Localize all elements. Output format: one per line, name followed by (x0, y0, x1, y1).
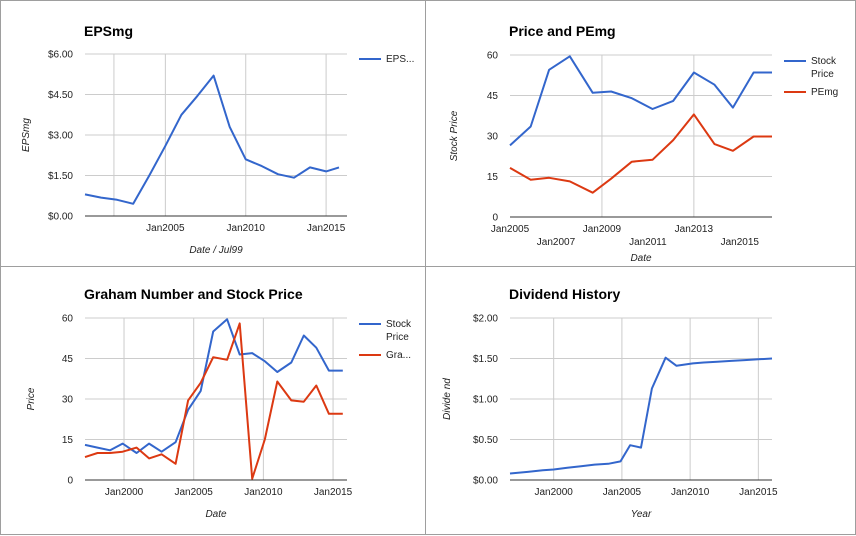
y-tick-label: 15 (487, 172, 499, 183)
y-tick-label: $3.00 (48, 131, 73, 142)
series-line (509, 113, 772, 194)
chart-panel-price-pemg: Price and PEmg 0 15 30 45 60 Jan2005 Jan2007 Ja… (425, 0, 856, 267)
series-line (509, 356, 773, 475)
legend-label: Stock Price (811, 56, 837, 80)
y-tick-label: $1.00 (473, 395, 498, 406)
epsmg-chart: EPSmg $0.00 $1.50 $3.00 $4.50 $6.00 Jan2005 Ja… (21, 23, 414, 256)
x-tick-label: Jan2015 (721, 237, 760, 248)
y-axis-label: Divide nd (442, 378, 453, 420)
x-axis-label: Year (631, 509, 652, 520)
y-tick-label: 60 (62, 314, 74, 325)
y-tick-label: $0.00 (48, 212, 73, 223)
graham-chart: Graham Number and Stock Price 0 15 30 45 60 J… (26, 286, 412, 520)
chart-title: EPSmg (84, 23, 133, 39)
y-tick-label: $4.50 (48, 90, 73, 101)
x-axis-label: Date (630, 253, 652, 264)
x-axis-label: Date / Jul99 (189, 245, 243, 256)
y-tick-label: 45 (62, 354, 74, 365)
legend-label: EPS... (386, 54, 414, 65)
x-tick-label: Jan2000 (534, 487, 573, 498)
chart-panel-dividend: Dividend History $0.00 $0.50 $1.00 $1.50 $2.… (425, 266, 856, 535)
x-tick-label: Jan2009 (583, 224, 622, 235)
chart-title: Graham Number and Stock Price (84, 286, 303, 302)
dividend-chart: Dividend History $0.00 $0.50 $1.00 $1.50 $2.… (442, 286, 778, 520)
x-tick-label: Jan2015 (739, 487, 778, 498)
x-tick-label: Jan2013 (675, 224, 714, 235)
x-tick-label: Jan2010 (227, 223, 266, 234)
y-tick-label: 0 (67, 476, 73, 487)
y-axis-label: Price (26, 387, 37, 410)
y-tick-label: 30 (487, 132, 499, 143)
y-tick-label: 15 (62, 435, 74, 446)
series-line (84, 318, 343, 454)
y-tick-label: 45 (487, 91, 499, 102)
x-tick-label: Jan2005 (146, 223, 185, 234)
y-tick-label: $2.00 (473, 314, 498, 325)
y-tick-label: $1.50 (473, 354, 498, 365)
y-tick-label: 30 (62, 395, 74, 406)
series-line (84, 74, 340, 205)
series-line (509, 55, 772, 147)
x-tick-label: Jan2000 (105, 487, 144, 498)
legend-label: PEmg (811, 87, 838, 98)
y-axis-label: EPSmg (21, 118, 32, 152)
x-tick-label: Jan2010 (244, 487, 283, 498)
x-tick-label: Jan2010 (671, 487, 710, 498)
x-tick-label: Jan2007 (537, 237, 576, 248)
x-tick-label: Jan2005 (491, 224, 530, 235)
price-pemg-chart: Price and PEmg 0 15 30 45 60 Jan2005 Jan2007 Ja… (449, 23, 838, 264)
x-tick-label: Jan2011 (629, 237, 667, 248)
chart-panel-epsmg: EPSmg $0.00 $1.50 $3.00 $4.50 $6.00 Jan2005 Ja… (0, 0, 426, 267)
series-line (84, 322, 343, 480)
chart-panel-graham: Graham Number and Stock Price 0 15 30 45 60 J… (0, 266, 426, 535)
chart-title: Price and PEmg (509, 23, 616, 39)
y-tick-label: 60 (487, 51, 499, 62)
x-axis-label: Date (205, 509, 227, 520)
y-axis-label: Stock Price (449, 110, 460, 161)
legend-label: Stock Price (386, 319, 412, 343)
legend-label: Gra... (386, 350, 411, 361)
x-tick-label: Jan2005 (175, 487, 214, 498)
y-tick-label: $0.00 (473, 476, 498, 487)
y-tick-label: 0 (492, 213, 498, 224)
chart-title: Dividend History (509, 286, 620, 302)
x-tick-label: Jan2015 (307, 223, 346, 234)
y-tick-label: $0.50 (473, 435, 498, 446)
y-tick-label: $1.50 (48, 171, 73, 182)
x-tick-label: Jan2015 (314, 487, 353, 498)
y-tick-label: $6.00 (48, 50, 73, 61)
x-tick-label: Jan2005 (603, 487, 642, 498)
